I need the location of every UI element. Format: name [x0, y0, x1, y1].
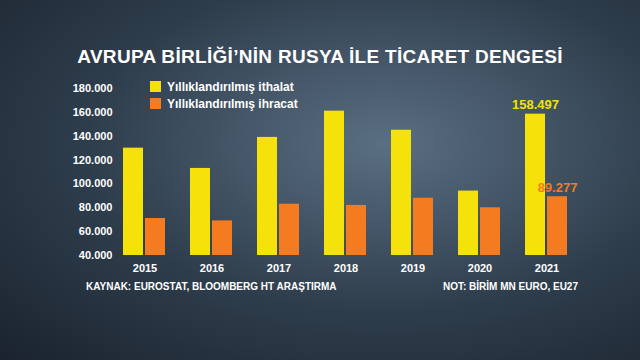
- svg-text:2019: 2019: [401, 262, 425, 274]
- html-text:Yıllıklandırılmış ithalat: Yıllıklandırılmış ithalat: [167, 79, 294, 94]
- svg-text:60.000: 60.000: [79, 225, 113, 237]
- html-text:Yıllıklandırılmış ihracat: Yıllıklandırılmış ihracat: [167, 96, 298, 111]
- svg-text:180.000: 180.000: [73, 82, 113, 94]
- svg-text:2017: 2017: [267, 262, 291, 274]
- svg-text:2016: 2016: [200, 262, 224, 274]
- svg-text:158.497: 158.497: [512, 97, 559, 112]
- svg-text:2015: 2015: [133, 262, 157, 274]
- svg-text:89.277: 89.277: [538, 180, 578, 195]
- html-text:NOT: BİRİM MN EURO, EU27: NOT: BİRİM MN EURO, EU27: [443, 281, 578, 292]
- svg-text:100.000: 100.000: [73, 177, 113, 189]
- html-text:KAYNAK: EUROSTAT, BLOOMBERG HT: KAYNAK: EUROSTAT, BLOOMBERG HT ARAŞTIRMA: [86, 281, 337, 292]
- svg-text:40.000: 40.000: [79, 249, 113, 261]
- svg-text:140.000: 140.000: [73, 130, 113, 142]
- svg-text:80.000: 80.000: [79, 201, 113, 213]
- svg-text:160.000: 160.000: [73, 106, 113, 118]
- html-text:AVRUPA BİRLİĞİ’NİN RUSYA İLE T: AVRUPA BİRLİĞİ’NİN RUSYA İLE TİCARET DEN…: [77, 46, 563, 67]
- svg-text:120.000: 120.000: [73, 154, 113, 166]
- svg-text:2021: 2021: [535, 262, 559, 274]
- svg-text:2020: 2020: [468, 262, 492, 274]
- svg-text:2018: 2018: [334, 262, 358, 274]
